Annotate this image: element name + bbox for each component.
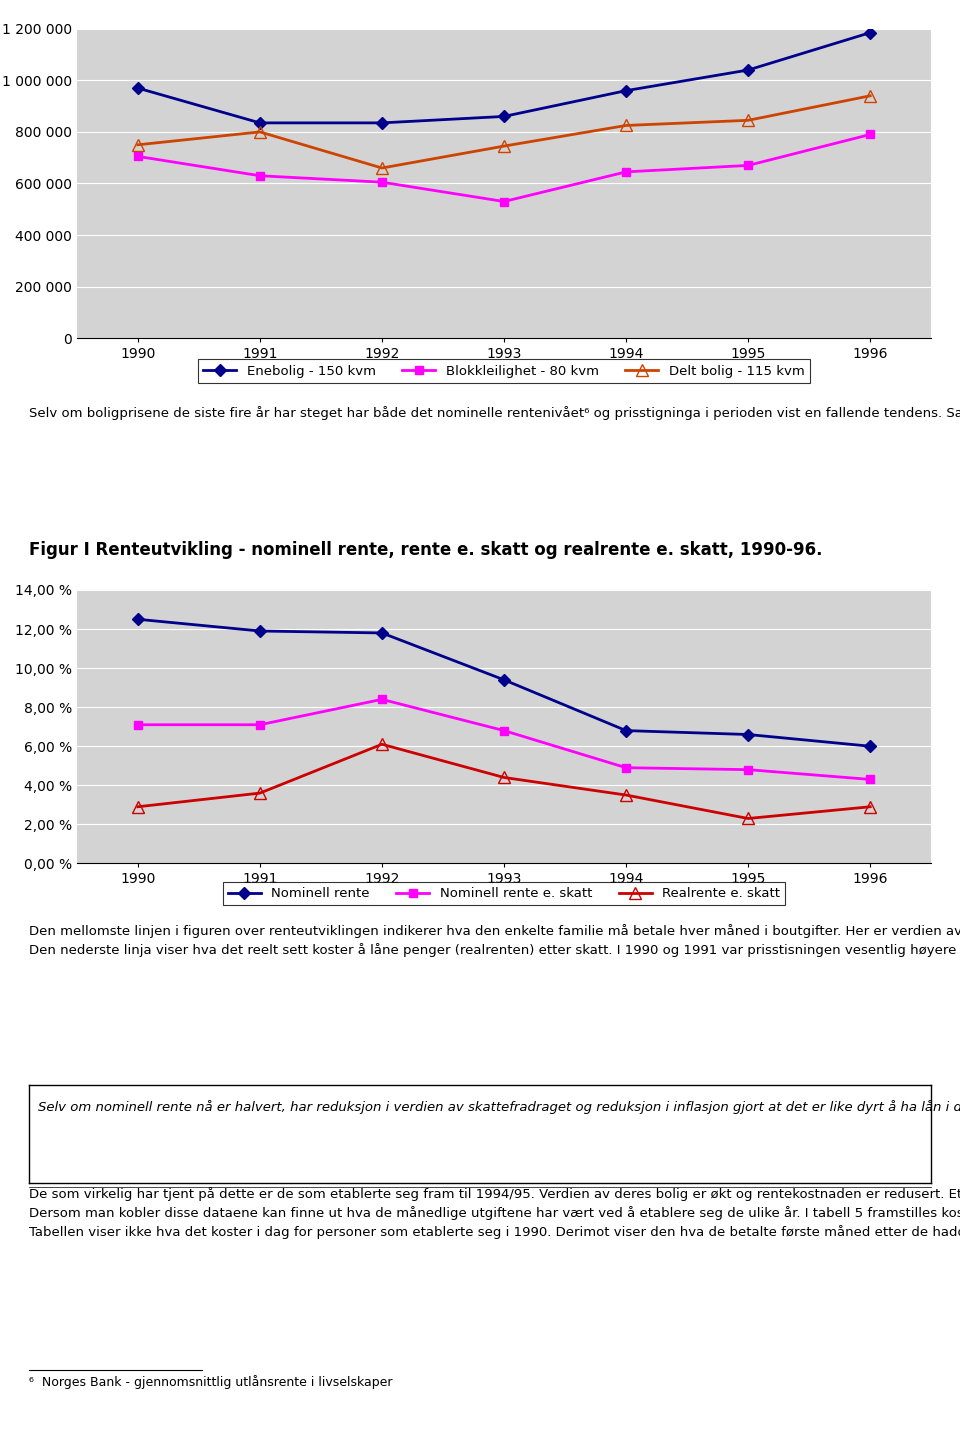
Text: Selv om boligprisene de siste fire år har steget har både det nominelle renteniv: Selv om boligprisene de siste fire år ha…: [29, 406, 960, 420]
Text: Selv om nominell rente nå er halvert, har reduksjon i verdien av skattefradraget: Selv om nominell rente nå er halvert, ha…: [37, 1099, 960, 1114]
Text: Figur I Renteutvikling - nominell rente, rente e. skatt og realrente e. skatt, 1: Figur I Renteutvikling - nominell rente,…: [29, 541, 823, 558]
Text: De som virkelig har tjent på dette er de som etablerte seg fram til 1994/95. Ver: De som virkelig har tjent på dette er de…: [29, 1187, 960, 1239]
Legend: Nominell rente, Nominell rente e. skatt, Realrente e. skatt: Nominell rente, Nominell rente e. skatt,…: [223, 882, 785, 905]
Legend: Enebolig - 150 kvm, Blokkleilighet - 80 kvm, Delt bolig - 115 kvm: Enebolig - 150 kvm, Blokkleilighet - 80 …: [198, 360, 810, 383]
Text: ⁶  Norges Bank - gjennomsnittlig utlånsrente i livselskaper: ⁶ Norges Bank - gjennomsnittlig utlånsre…: [29, 1376, 393, 1389]
Text: Den mellomste linjen i figuren over renteutviklingen indikerer hva den enkelte f: Den mellomste linjen i figuren over rent…: [29, 924, 960, 957]
